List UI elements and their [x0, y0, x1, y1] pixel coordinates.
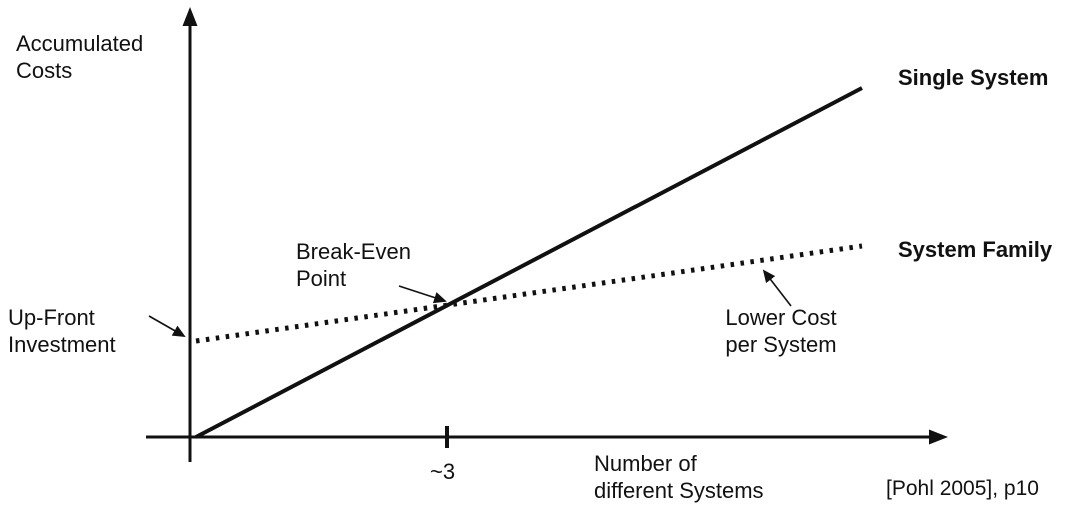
- up-front-arrow: [148, 315, 186, 337]
- x-axis-label: Number of different Systems: [594, 451, 764, 504]
- annotation-break-even: Break-Even Point: [296, 239, 411, 292]
- y-axis-arrowhead: [182, 7, 198, 26]
- x-axis-arrowhead: [929, 429, 948, 445]
- break-even-arrow: [398, 285, 447, 304]
- series-label-single-system: Single System: [898, 65, 1049, 90]
- y-axis-label: Accumulated Costs: [16, 31, 144, 84]
- annotation-lower-cost: Lower Cost per System: [725, 305, 837, 358]
- single-system-line: [195, 86, 863, 439]
- x-tick-label: ~3: [430, 459, 456, 484]
- lower-cost-arrow: [762, 269, 792, 307]
- series-label-system-family: System Family: [898, 237, 1053, 262]
- annotation-up-front: Up-Front Investment: [8, 305, 116, 358]
- citation: [Pohl 2005], p10: [886, 477, 1039, 500]
- system-family-line: [195, 243, 863, 344]
